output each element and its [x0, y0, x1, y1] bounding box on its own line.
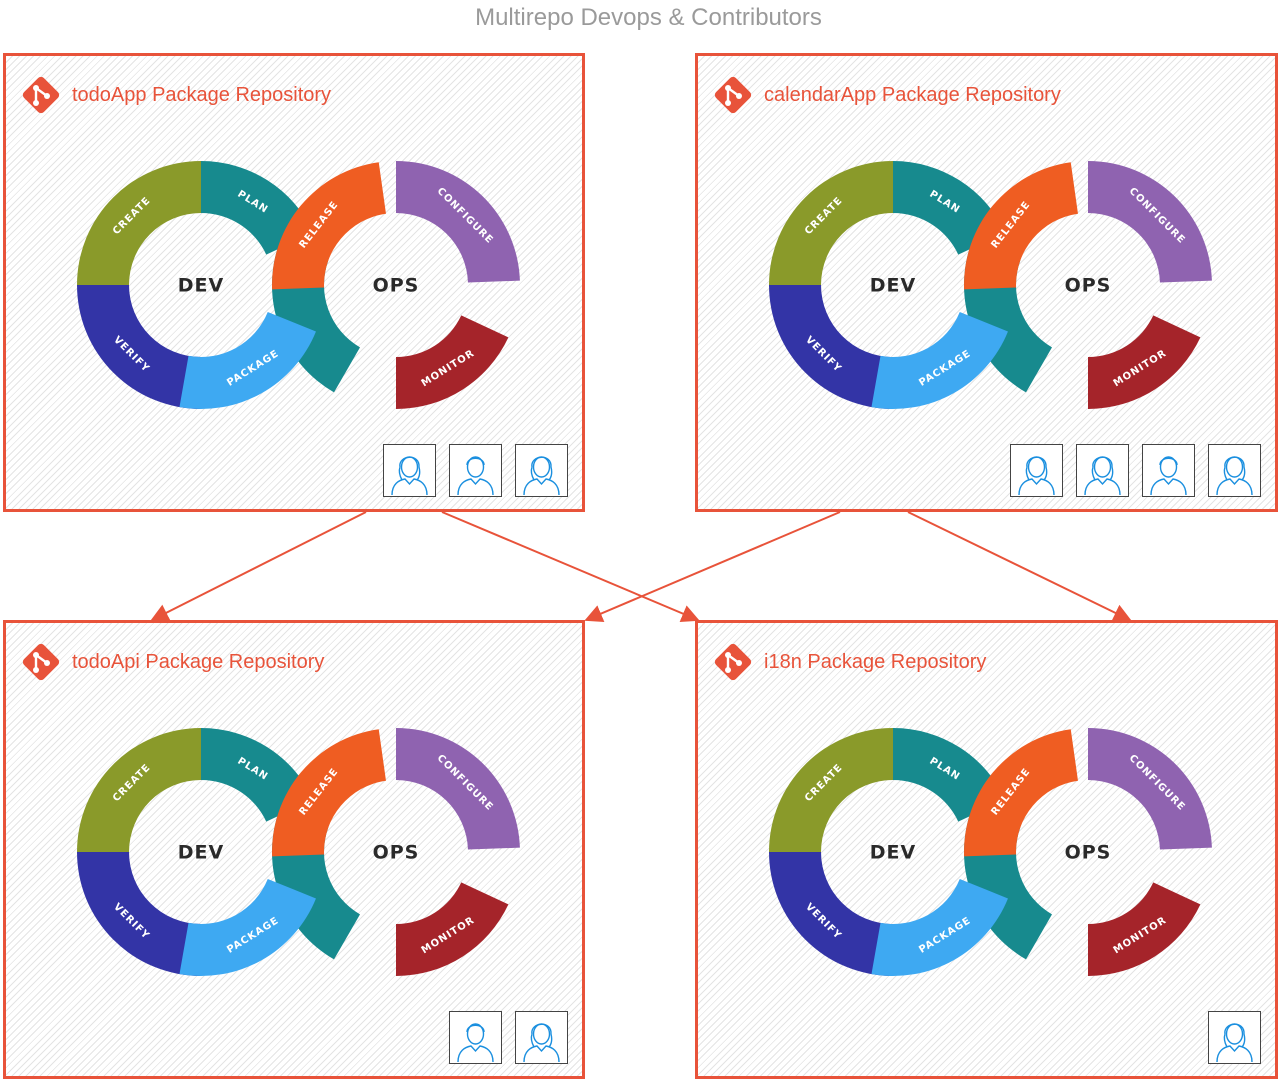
package-segment	[871, 878, 1008, 977]
contributor-list	[1010, 444, 1261, 497]
devops-cycle: VERIFY CREATE PLAN PACKAGE RELEASE CONFIGURE M…	[68, 154, 524, 416]
package-segment	[871, 311, 1008, 410]
dev-label: DEV	[178, 842, 224, 864]
diagram-title: Multirepo Devops & Contributors	[475, 4, 822, 31]
user-female-icon[interactable]	[1208, 444, 1261, 497]
repo-box-i18n[interactable]: i18n Package Repository VERIFY CREATE PLAN…	[695, 620, 1278, 1079]
package-segment	[179, 311, 316, 410]
edge-todoapp-todoapi	[150, 511, 367, 621]
configure-segment	[1088, 161, 1212, 283]
verify-segment	[77, 285, 201, 409]
ops-label: OPS	[1065, 842, 1112, 864]
user-female-icon[interactable]	[1208, 1011, 1261, 1064]
verify-segment	[77, 852, 201, 976]
repo-box-calendarapp[interactable]: calendarApp Package Repository VERIFY CRE…	[695, 53, 1278, 512]
dev-label: DEV	[870, 842, 916, 864]
monitor-segment	[1088, 882, 1201, 976]
edge-calendarapp-i18n	[907, 511, 1132, 622]
repo-box-todoapp[interactable]: todoApp Package Repository VERIFY CREATE P…	[3, 53, 585, 512]
configure-segment	[1088, 728, 1212, 850]
contributor-list	[449, 1011, 568, 1064]
git-icon	[20, 74, 62, 116]
user-male-icon[interactable]	[1142, 444, 1195, 497]
repo-header: todoApp Package Repository	[20, 72, 331, 118]
configure-segment	[396, 728, 520, 850]
verify-segment	[769, 852, 893, 976]
user-female-icon[interactable]	[515, 444, 568, 497]
devops-cycle: VERIFY CREATE PLAN PACKAGE RELEASE CONFIGURE M…	[68, 721, 524, 983]
user-female-icon[interactable]	[1010, 444, 1063, 497]
git-icon	[712, 641, 754, 683]
release-segment	[964, 162, 1078, 290]
create-segment	[77, 728, 201, 852]
contributor-list	[1208, 1011, 1261, 1064]
devops-cycle: VERIFY CREATE PLAN PACKAGE RELEASE CONFIGURE M…	[760, 154, 1216, 416]
package-segment	[179, 878, 316, 977]
devops-cycle: VERIFY CREATE PLAN PACKAGE RELEASE CONFIGURE M…	[760, 721, 1216, 983]
dev-label: DEV	[870, 275, 916, 297]
user-female-icon[interactable]	[383, 444, 436, 497]
repo-title: i18n Package Repository	[764, 650, 987, 673]
dev-label: DEV	[178, 275, 224, 297]
release-segment	[964, 729, 1078, 857]
repo-header: i18n Package Repository	[712, 639, 986, 685]
monitor-segment	[396, 882, 509, 976]
user-male-icon[interactable]	[449, 444, 502, 497]
create-segment	[769, 161, 893, 285]
monitor-segment	[396, 315, 509, 409]
ops-label: OPS	[373, 842, 420, 864]
configure-segment	[396, 161, 520, 283]
ops-label: OPS	[1065, 275, 1112, 297]
release-segment	[272, 729, 386, 857]
contributor-list	[383, 444, 568, 497]
user-female-icon[interactable]	[515, 1011, 568, 1064]
repo-header: todoApi Package Repository	[20, 639, 324, 685]
ops-label: OPS	[373, 275, 420, 297]
create-segment	[769, 728, 893, 852]
repo-header: calendarApp Package Repository	[712, 72, 1061, 118]
verify-segment	[769, 285, 893, 409]
create-segment	[77, 161, 201, 285]
release-segment	[272, 162, 386, 290]
edge-todoapp-i18n	[441, 511, 700, 622]
repo-title: todoApi Package Repository	[72, 650, 325, 673]
user-female-icon[interactable]	[1076, 444, 1129, 497]
repo-title: calendarApp Package Repository	[764, 83, 1061, 106]
repo-box-todoapi[interactable]: todoApi Package Repository VERIFY CREATE P…	[3, 620, 585, 1079]
user-male-icon[interactable]	[449, 1011, 502, 1064]
git-icon	[712, 74, 754, 116]
repo-title: todoApp Package Repository	[72, 83, 332, 106]
edge-calendarapp-todoapi	[584, 511, 841, 622]
monitor-segment	[1088, 315, 1201, 409]
git-icon	[20, 641, 62, 683]
